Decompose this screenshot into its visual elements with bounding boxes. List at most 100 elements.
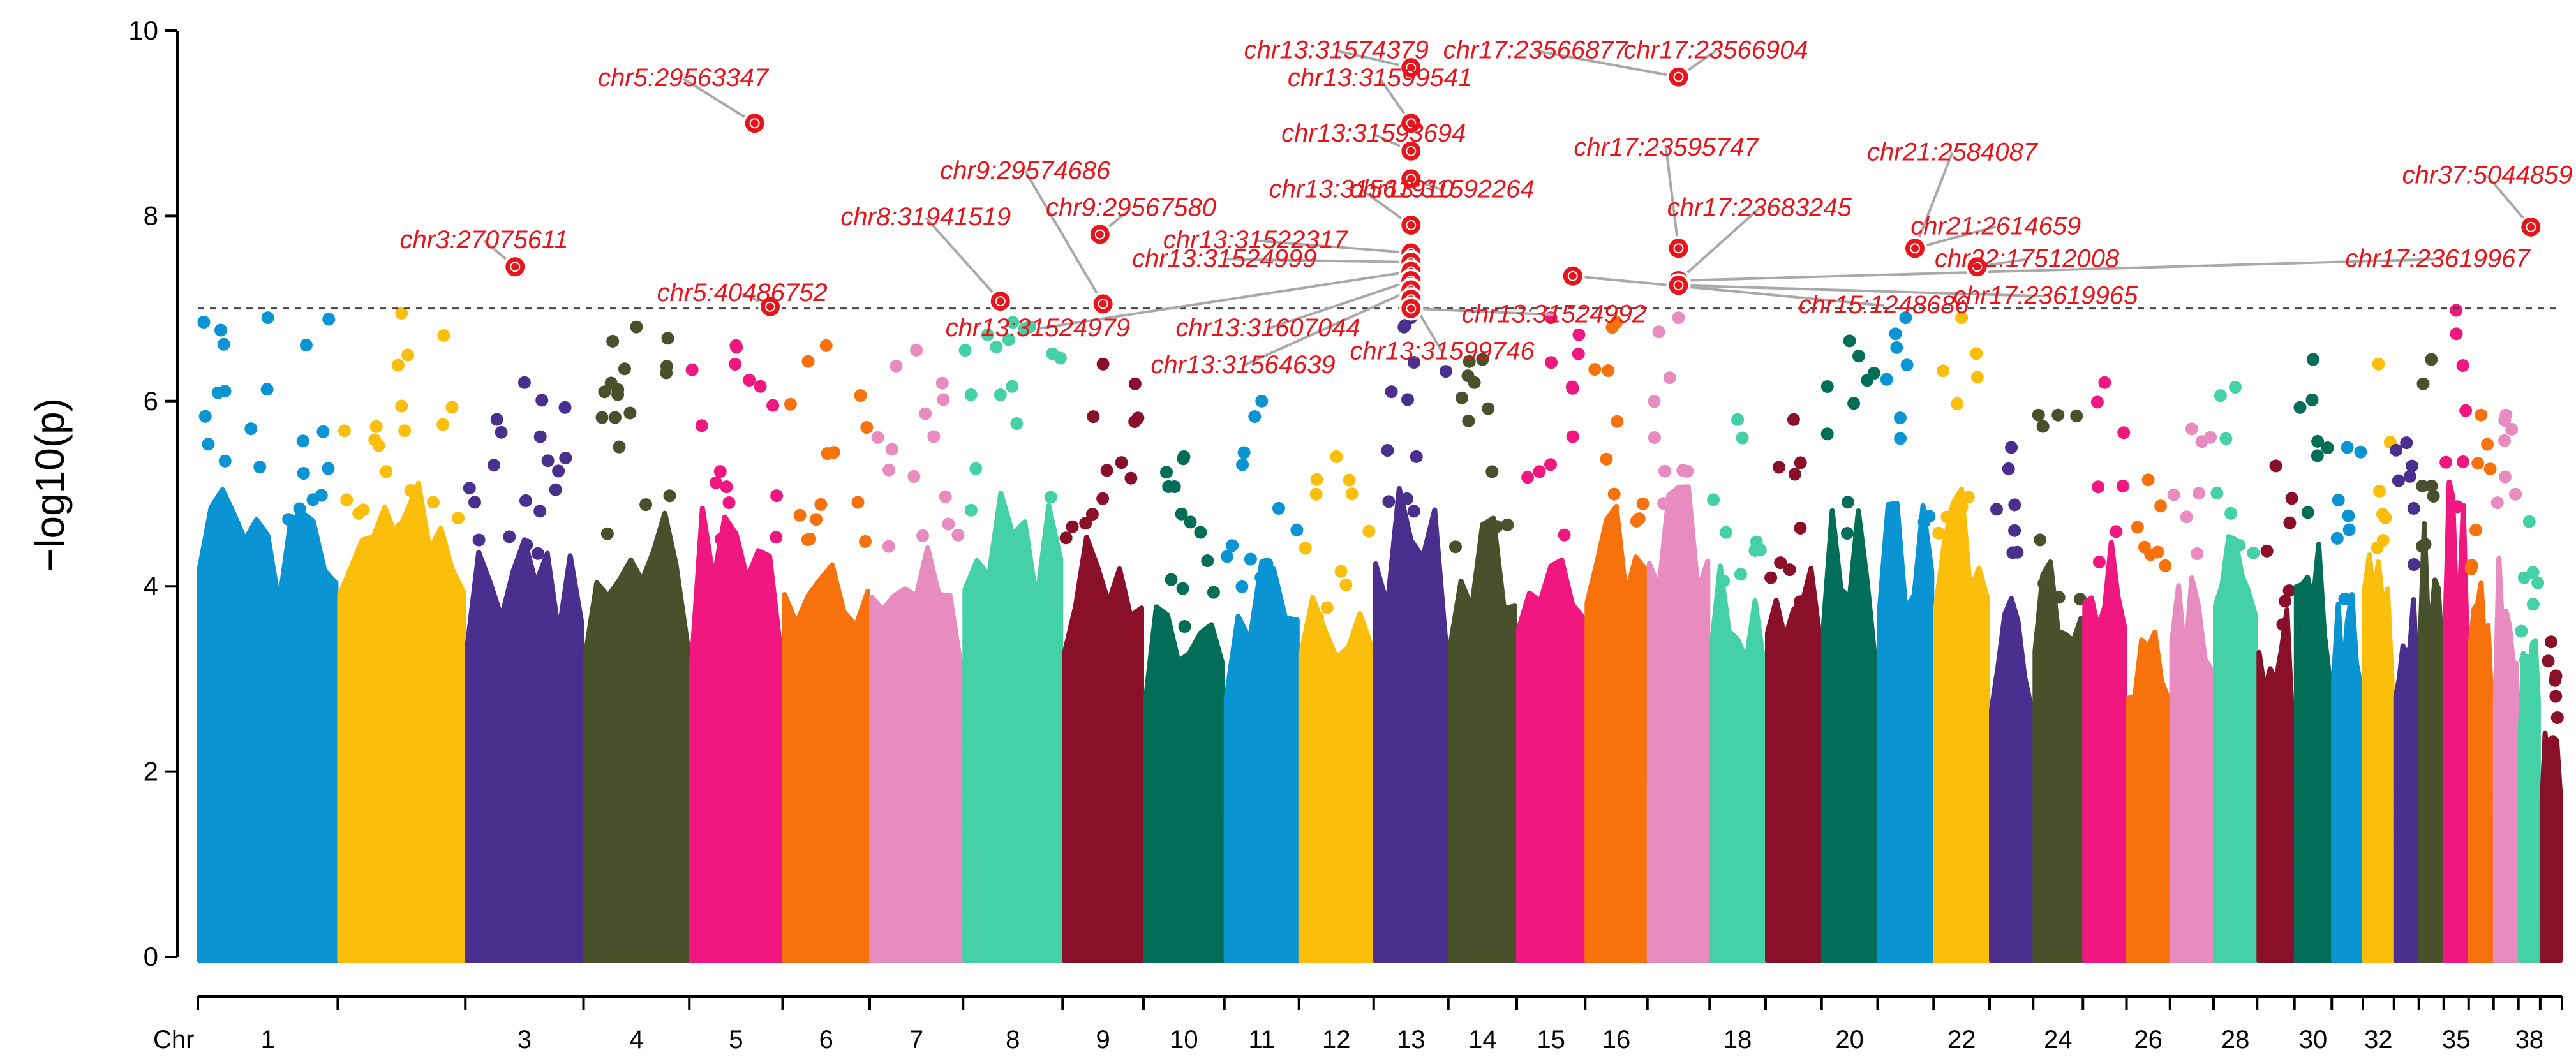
snp-point [2469, 524, 2482, 537]
x-tick-label: 24 [2044, 1026, 2073, 1054]
snp-point [1572, 347, 1585, 360]
snp-point [2070, 410, 2083, 423]
snp-point [197, 316, 211, 329]
snp-label: chr13:31524992 [1462, 300, 1646, 328]
snp-point [951, 528, 965, 542]
snp-point [994, 388, 1007, 401]
snp-point [851, 496, 865, 509]
snp-point [890, 359, 903, 373]
snp-point [1468, 376, 1481, 389]
snp-point [935, 376, 949, 390]
snp-point [253, 461, 267, 474]
chromosome-band-23 [1989, 441, 2034, 963]
snp-point [2407, 501, 2420, 515]
snp-point [1299, 542, 1312, 555]
y-tick-label: 0 [144, 942, 158, 972]
snp-point [1632, 512, 1646, 526]
snp-point [1449, 540, 1462, 554]
snp-point [1611, 415, 1624, 428]
snp-point [503, 530, 516, 543]
snp-point [1719, 526, 1732, 539]
snp-label: chr21:2584087 [1867, 138, 2039, 166]
snp-point [1128, 377, 1142, 390]
snp-label: chr17:23566877 [1443, 36, 1629, 64]
snp-point [1194, 526, 1207, 539]
snp-point [1734, 568, 1747, 581]
snp-point [1588, 363, 1602, 376]
chromosome-band-body [782, 562, 870, 963]
chromosome-band-body [2082, 540, 2127, 963]
snp-point [1066, 520, 1079, 533]
snp-point-peak [1177, 450, 1191, 463]
snp-point [1201, 554, 1214, 567]
snp-point [1490, 520, 1503, 533]
snp-point [1672, 487, 1685, 500]
snp-point [1566, 430, 1579, 443]
chromosome-band-24 [2032, 408, 2087, 963]
snp-point [1178, 620, 1191, 633]
snp-point-peak [1955, 311, 1969, 325]
chromosome-band-33 [2390, 436, 2421, 963]
snp-point [1794, 521, 1807, 535]
leader-line [1242, 288, 1412, 367]
snp-point [2191, 547, 2204, 560]
snp-point [1345, 487, 1359, 501]
snp-point [316, 425, 330, 438]
snp-point [1750, 535, 1763, 549]
snp-point [1736, 431, 1749, 445]
chromosome-band-body [2213, 534, 2258, 963]
leader-line [682, 77, 756, 124]
snp-point-peak [2475, 408, 2488, 422]
snp-point [2456, 455, 2469, 468]
snp-point [519, 494, 532, 507]
snp-point [766, 399, 780, 412]
snp-point-peak [1672, 311, 1685, 325]
snp-point [2546, 735, 2559, 749]
snp-point [1482, 402, 1495, 415]
chromosome-band-13 [1373, 311, 1452, 963]
x-tick-label: 32 [2364, 1026, 2393, 1054]
snp-point [882, 463, 896, 477]
chromosome-band-body [2169, 575, 2214, 963]
x-tick-label: 30 [2299, 1026, 2328, 1054]
snp-point [468, 496, 481, 509]
snp-point [2515, 624, 2528, 638]
snp-point [1439, 365, 1452, 378]
snp-point [2131, 521, 2144, 534]
snp-point [218, 454, 232, 468]
snp-point [1397, 320, 1411, 334]
snp-point [394, 521, 407, 535]
snp-point [2144, 548, 2157, 561]
chromosome-band-6 [782, 339, 874, 963]
snp-point [1184, 515, 1197, 529]
snp-point [2092, 480, 2105, 494]
snp-point [244, 422, 258, 436]
snp-point [1160, 466, 1173, 479]
snp-point-peak [2185, 422, 2198, 436]
chromosome-band-10 [1143, 450, 1225, 963]
snp-point [1663, 371, 1676, 385]
snp-point [1485, 465, 1499, 478]
snp-label: chr21:2614659 [1910, 212, 2081, 240]
snp-point [452, 512, 465, 524]
chromosome-band-2 [337, 306, 466, 963]
x-tick-label: 22 [1947, 1026, 1976, 1054]
chromosome-band-8 [958, 316, 1067, 963]
x-tick-label: 15 [1537, 1026, 1565, 1054]
snp-point [1018, 322, 1031, 336]
snp-point [2542, 654, 2555, 668]
snp-point [398, 424, 412, 438]
snp-label: chr17:23595747 [1574, 133, 1759, 161]
snp-point-peak [1330, 450, 1343, 463]
chromosome-band-16 [1584, 316, 1649, 963]
significant-snp-ring [1406, 174, 1417, 184]
snp-point [1794, 456, 1807, 469]
snp-point [472, 533, 486, 547]
significant-snp [742, 111, 767, 136]
x-tick-label: 5 [729, 1026, 743, 1054]
snp-point [2517, 571, 2531, 584]
snp-label: chr9:29574686 [940, 156, 1111, 184]
snp-point [1115, 456, 1128, 469]
snp-point [713, 465, 727, 478]
snp-point [297, 467, 310, 480]
